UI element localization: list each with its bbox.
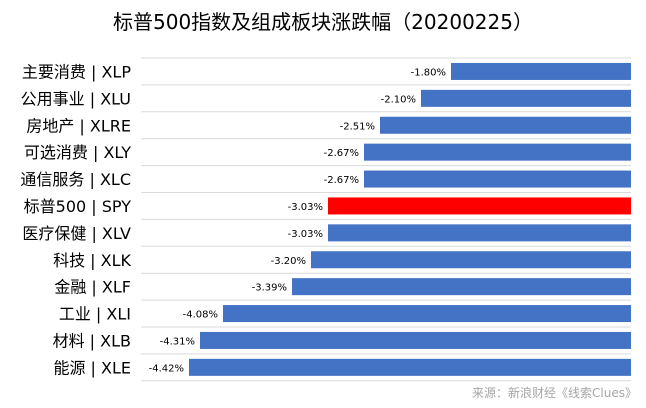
bar <box>189 358 631 376</box>
category-label: 医疗保健 | XLV <box>22 224 131 243</box>
bar <box>380 116 631 134</box>
bar <box>451 62 631 80</box>
category-label: 金融 | XLF <box>54 278 131 297</box>
category-label: 通信服务 | XLC <box>20 170 131 189</box>
data-label: -4.08% <box>183 310 218 321</box>
data-label: -4.31% <box>160 336 195 347</box>
bar <box>328 224 631 242</box>
category-label: 材料 | XLB <box>53 331 131 350</box>
data-label: -3.39% <box>252 283 287 294</box>
chart-rows: 主要消费 | XLP -1.80% 公用事业 | XLU -2.10% 房地产 | XL… <box>20 57 631 382</box>
chart-title: 标普500指数及组成板块涨跌幅（20200225） <box>113 10 533 34</box>
category-label: 公用事业 | XLU <box>21 89 131 108</box>
data-label: -4.42% <box>149 363 184 374</box>
bar <box>364 143 631 161</box>
data-label: -2.10% <box>381 94 416 105</box>
bar <box>223 305 631 323</box>
category-label: 标普500 | SPY <box>24 197 132 216</box>
data-label: -2.67% <box>324 148 359 159</box>
source-note: 来源：新浪财经《线索Clues》 <box>472 385 637 400</box>
category-label: 科技 | XLK <box>53 251 131 270</box>
data-label: -2.51% <box>340 121 375 132</box>
data-label: -3.03% <box>288 202 323 213</box>
category-label: 能源 | XLE <box>53 358 131 377</box>
data-label: -3.20% <box>271 256 306 267</box>
category-label: 房地产 | XLRE <box>26 116 131 135</box>
bar <box>328 197 631 215</box>
bar <box>421 89 631 107</box>
bar <box>200 331 631 349</box>
data-label: -3.03% <box>288 229 323 240</box>
category-label: 工业 | XLI <box>59 305 131 324</box>
data-label: -2.67% <box>324 175 359 186</box>
bar <box>364 170 631 188</box>
bar <box>311 251 631 269</box>
category-label: 主要消费 | XLP <box>22 62 131 81</box>
data-label: -1.80% <box>411 67 446 78</box>
category-label: 可选消费 | XLY <box>24 143 131 162</box>
bar <box>292 278 631 296</box>
